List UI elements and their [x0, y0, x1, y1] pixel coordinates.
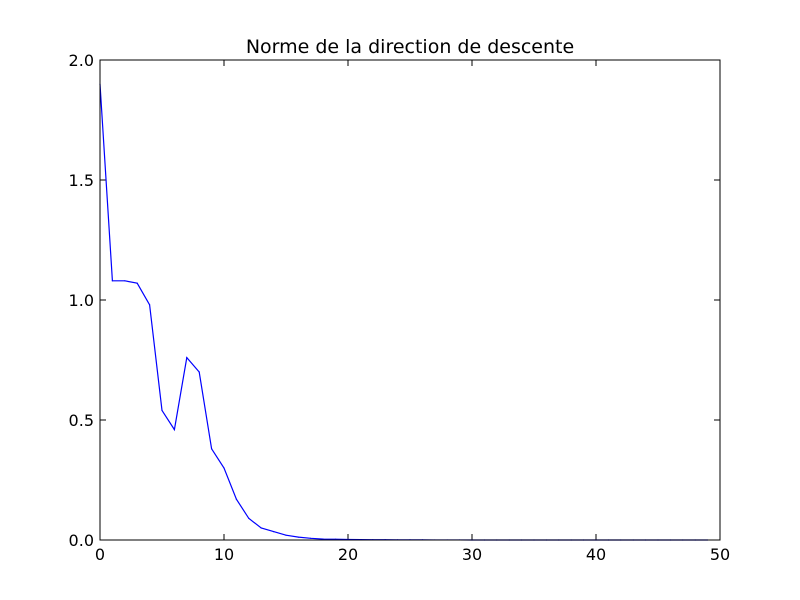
data-point: [248, 517, 250, 520]
y-tick-label: 1.5: [69, 171, 94, 190]
plot-area: [100, 60, 720, 540]
data-point: [310, 537, 312, 539]
y-tick-label: 0.5: [69, 411, 94, 430]
data-point: [186, 357, 188, 359]
x-tick-label: 0: [95, 545, 105, 564]
plot-frame: [99, 59, 721, 541]
axis-ticks: 0 10 20 30 40 50 0.0 0.5 1.0 1.5 2.0: [69, 51, 731, 564]
data-point: [149, 304, 151, 306]
x-tick-label: 30: [462, 545, 482, 564]
y-tick-label: 1.0: [69, 291, 94, 310]
data-point: [273, 531, 275, 533]
x-tick-label: 40: [586, 545, 606, 564]
data-point: [111, 280, 113, 282]
data-point: [173, 429, 175, 431]
chart-title: Norme de la direction de descente: [246, 36, 574, 58]
data-point: [260, 527, 262, 529]
x-tick-label: 20: [338, 545, 358, 564]
data-point: [223, 467, 225, 469]
data-point: [161, 409, 163, 411]
data-point: [235, 498, 237, 500]
data-point: [136, 282, 138, 284]
data-point: [285, 534, 287, 536]
x-tick-label: 10: [214, 545, 234, 564]
data-point: [124, 280, 126, 282]
y-tick-label: 2.0: [69, 51, 94, 70]
data-point: [198, 371, 200, 373]
x-tick-label: 50: [710, 545, 730, 564]
data-point: [297, 536, 299, 538]
data-point: [211, 448, 213, 450]
data-point: [322, 538, 324, 540]
y-tick-label: 0.0: [69, 531, 94, 550]
